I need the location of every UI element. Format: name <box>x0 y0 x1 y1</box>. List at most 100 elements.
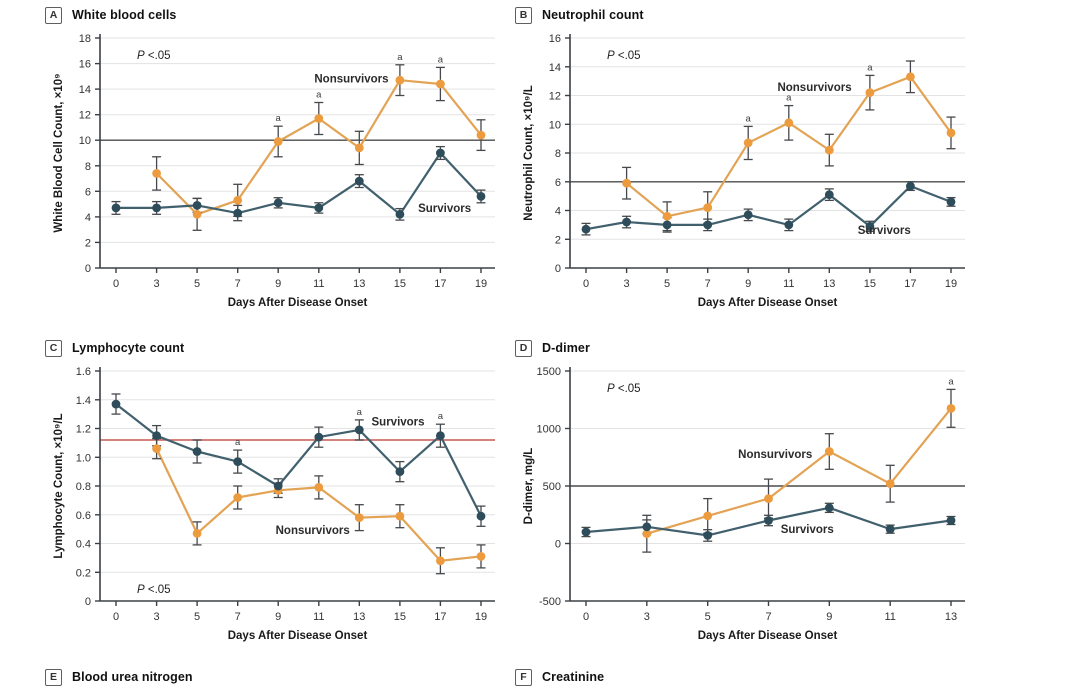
data-point-survivors <box>662 220 672 230</box>
series-label-survivors: Survivors <box>858 225 911 237</box>
svg-text:9: 9 <box>275 278 281 290</box>
data-point-survivors <box>273 481 283 491</box>
data-point-survivors <box>622 217 631 227</box>
significance-marker: a <box>316 90 322 101</box>
data-point-nonsurvivors <box>946 128 956 138</box>
data-point-survivors <box>436 148 445 158</box>
data-point-survivors <box>476 192 486 201</box>
chart-d-dimer: -500 0 500 1000 1500 0 3 5 7 9 11 13 Days After Dise… <box>515 361 985 662</box>
panel-letter-badge: A <box>45 6 62 24</box>
data-point-survivors <box>314 203 324 213</box>
svg-text:11: 11 <box>313 611 324 623</box>
panel-lymphocyte-count: C Lymphocyte count 0 0.2 0.4 0.6 0.8 1.0 1.2 1.… <box>45 339 515 662</box>
data-point-survivors <box>354 425 364 435</box>
panel-header: D D-dimer <box>515 339 985 357</box>
chart-graphics: 0 2 4 6 8 10 12 14 16 18 0 3 5 7 9 11 13 15 17 19 Days After… <box>53 33 495 309</box>
series-label-survivors: Survivors <box>781 524 834 536</box>
svg-text:10: 10 <box>549 119 561 131</box>
svg-text:10: 10 <box>79 135 91 147</box>
svg-text:6: 6 <box>555 177 561 189</box>
data-point-survivors <box>476 511 486 521</box>
panel-neutrophil-count: B Neutrophil count 0 2 4 6 8 10 12 14 16 0 3 5 7 9 11 1… <box>515 6 985 329</box>
data-point-nonsurvivors <box>784 118 794 128</box>
data-point-nonsurvivors <box>764 494 773 503</box>
svg-text:5: 5 <box>664 278 670 290</box>
data-point-nonsurvivors <box>314 114 324 123</box>
data-point-survivors <box>152 203 161 213</box>
svg-text:1.2: 1.2 <box>76 424 91 436</box>
panel-header: B Neutrophil count <box>515 6 985 24</box>
svg-text:14: 14 <box>549 62 561 74</box>
series-label-survivors: Survivors <box>418 203 471 215</box>
svg-text:4: 4 <box>85 212 91 224</box>
panel-header: F Creatinine <box>515 668 985 686</box>
svg-text:17: 17 <box>904 278 916 290</box>
data-point-survivors <box>824 190 834 200</box>
data-point-survivors <box>703 220 713 230</box>
svg-text:1.4: 1.4 <box>76 395 91 407</box>
y-axis-title: White Blood Cell Count, ×10⁹ <box>53 73 65 232</box>
svg-text:6: 6 <box>85 186 91 198</box>
significance-marker: a <box>746 113 752 124</box>
data-point-survivors <box>946 197 956 207</box>
x-axis-title: Days After Disease Onset <box>228 297 368 309</box>
p-value-label: P <.05 <box>137 50 171 62</box>
panel-letter-badge: C <box>45 339 62 357</box>
data-point-nonsurvivors <box>622 178 631 188</box>
panel-title: White blood cells <box>72 8 177 22</box>
data-point-nonsurvivors <box>152 169 161 178</box>
svg-text:5: 5 <box>705 611 711 623</box>
svg-text:7: 7 <box>705 278 711 290</box>
significance-marker: a <box>867 62 873 73</box>
svg-text:8: 8 <box>85 161 91 173</box>
data-point-nonsurvivors <box>233 195 243 205</box>
svg-text:12: 12 <box>549 91 561 103</box>
significance-marker: a <box>438 54 444 65</box>
svg-text:3: 3 <box>154 611 160 623</box>
svg-text:7: 7 <box>765 611 771 623</box>
svg-text:19: 19 <box>945 278 957 290</box>
significance-marker: a <box>438 411 444 422</box>
data-point-nonsurvivors <box>662 211 672 221</box>
svg-text:16: 16 <box>549 33 561 45</box>
series-line-survivors <box>115 403 482 517</box>
data-point-nonsurvivors <box>436 556 445 566</box>
panel-letter-badge: B <box>515 6 532 24</box>
significance-marker: a <box>786 93 792 104</box>
svg-text:13: 13 <box>823 278 835 290</box>
data-point-survivors <box>784 220 794 230</box>
data-point-nonsurvivors <box>192 529 202 538</box>
svg-text:19: 19 <box>475 611 487 623</box>
data-point-survivors <box>192 447 202 456</box>
data-point-survivors <box>885 524 895 534</box>
panel-header: C Lymphocyte count <box>45 339 515 357</box>
data-point-survivors <box>233 457 243 466</box>
data-point-survivors <box>906 181 915 191</box>
svg-text:13: 13 <box>353 278 365 290</box>
svg-text:11: 11 <box>884 611 895 623</box>
data-point-nonsurvivors <box>436 79 445 89</box>
significance-marker: a <box>276 113 282 124</box>
svg-text:17: 17 <box>434 278 446 290</box>
svg-text:3: 3 <box>624 278 630 290</box>
chart-lymphocyte-count: 0 0.2 0.4 0.6 0.8 1.0 1.2 1.4 1.6 0 3 5 7 9 11 13 15 17 19… <box>45 361 515 662</box>
data-point-survivors <box>111 399 121 409</box>
svg-text:15: 15 <box>394 278 406 290</box>
svg-text:3: 3 <box>644 611 650 623</box>
panel-title: Neutrophil count <box>542 8 644 22</box>
svg-text:-500: -500 <box>539 596 561 608</box>
x-axis-title: Days After Disease Onset <box>228 630 368 642</box>
svg-text:18: 18 <box>79 33 91 45</box>
data-point-survivors <box>865 221 875 231</box>
svg-text:0: 0 <box>555 263 561 275</box>
svg-text:0.4: 0.4 <box>76 539 91 551</box>
data-point-survivors <box>764 516 773 525</box>
x-axis-title: Days After Disease Onset <box>698 630 838 642</box>
svg-text:7: 7 <box>235 611 241 623</box>
svg-text:500: 500 <box>543 481 561 493</box>
data-point-nonsurvivors <box>865 88 875 97</box>
significance-marker: a <box>235 437 241 448</box>
series-line-survivors <box>585 185 952 231</box>
series-label-nonsurvivors: Nonsurvivors <box>314 74 388 86</box>
svg-text:2: 2 <box>555 234 561 246</box>
